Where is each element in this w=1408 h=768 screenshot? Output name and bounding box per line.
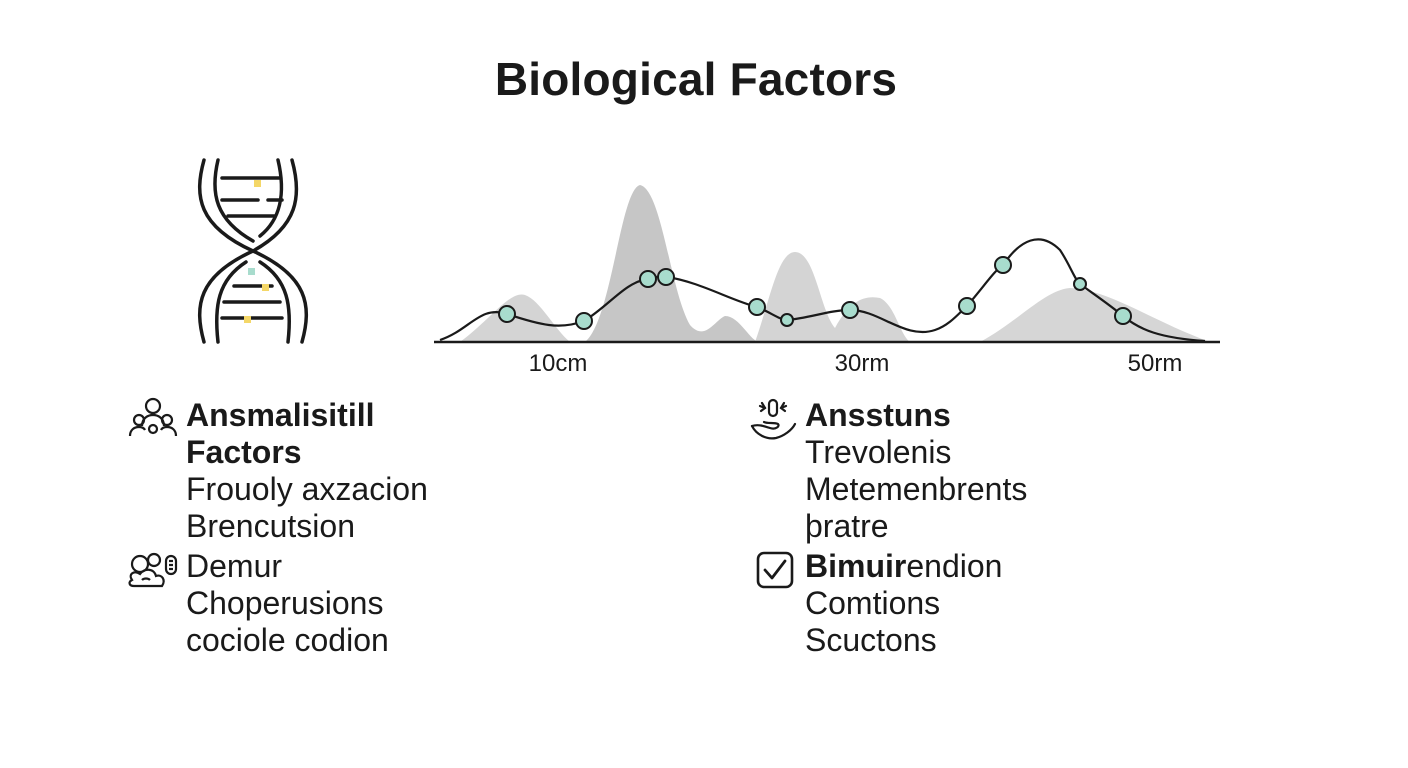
page-title: Biological Factors <box>494 53 898 105</box>
data-point <box>575 312 593 330</box>
section-heading: Ansmalisitill <box>186 397 375 433</box>
heading-regular-part: endion <box>906 548 1003 584</box>
data-point <box>639 270 657 288</box>
section-heading: Bimuirendion <box>805 548 1002 585</box>
cell-cluster-icon <box>128 552 178 588</box>
list-item: Metemenbrents <box>805 471 1028 507</box>
data-point <box>780 313 794 327</box>
list-item: Trevolenis <box>805 434 952 470</box>
chart-areas <box>460 185 1210 342</box>
checkbox-checked-icon <box>756 551 794 589</box>
section-heading: Ansstuns <box>805 397 951 433</box>
data-point <box>994 256 1012 274</box>
section-heading: Factors <box>186 434 302 470</box>
list-item: cociole codion <box>186 622 389 658</box>
list-item: Brencutsion <box>186 508 355 544</box>
right-block-1: Ansstuns Trevolenis Metemenbrents þratre <box>805 397 1027 545</box>
list-item: Comtions <box>805 585 941 621</box>
data-point <box>1073 277 1087 291</box>
people-group-icon <box>128 397 178 437</box>
list-item: Choperusions <box>186 585 384 621</box>
x-tick-label: 50rm <box>1127 350 1183 377</box>
heading-bold-part: Bimuir <box>805 548 907 584</box>
x-tick-label: 10cm <box>528 350 588 377</box>
distribution-chart <box>434 185 1220 344</box>
area-series-4 <box>980 288 1210 342</box>
data-point <box>498 305 516 323</box>
data-point <box>841 301 859 319</box>
data-point <box>657 268 675 286</box>
list-item: Frouoly axzacion <box>186 471 428 507</box>
area-series-3 <box>755 252 910 342</box>
list-item: þratre <box>805 508 889 544</box>
list-item: Scuctons <box>805 622 937 658</box>
area-series-1 <box>460 294 570 342</box>
area-series-2 <box>585 185 760 342</box>
hand-care-icon <box>750 398 797 440</box>
list-item: Demur <box>186 548 283 584</box>
right-block-2: Bimuirendion Comtions Scuctons <box>805 548 1002 659</box>
left-block-1: Ansmalisitill Factors Frouoly axzacion B… <box>186 397 428 545</box>
left-block-2: Demur Choperusions cociole codion <box>186 548 389 659</box>
data-point <box>1114 307 1132 325</box>
dna-icon <box>197 158 309 344</box>
data-point <box>958 297 976 315</box>
x-tick-label: 30rm <box>834 350 890 377</box>
data-point <box>748 298 766 316</box>
